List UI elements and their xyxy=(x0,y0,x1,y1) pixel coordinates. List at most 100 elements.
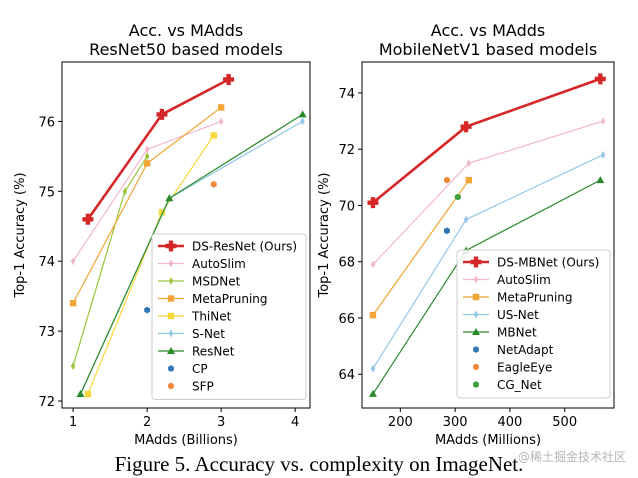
y-tick-label: 68 xyxy=(338,256,355,271)
data-point xyxy=(596,176,605,184)
x-axis-label: MAdds (Millions) xyxy=(435,433,541,448)
legend-marker xyxy=(168,259,174,268)
data-point xyxy=(165,194,174,202)
y-tick-label: 72 xyxy=(38,395,55,410)
y-tick-label: 66 xyxy=(338,312,355,327)
data-point xyxy=(444,227,450,235)
series-eagleeye xyxy=(444,176,450,184)
legend-marker xyxy=(470,256,482,268)
data-point xyxy=(223,73,235,85)
data-point xyxy=(368,389,377,397)
data-point xyxy=(70,362,76,371)
legend-marker xyxy=(473,310,479,319)
y-tick-label: 70 xyxy=(338,199,355,214)
legend-marker xyxy=(473,363,479,371)
data-point xyxy=(158,209,166,216)
data-point xyxy=(144,145,150,154)
legend-item: MSDNet xyxy=(158,275,241,289)
legend-marker xyxy=(167,295,175,302)
legend-label: ThiNet xyxy=(191,310,232,324)
data-point xyxy=(70,257,76,266)
series-line xyxy=(372,179,470,316)
series-ds-resnet-ours- xyxy=(82,73,235,225)
chart-title: Acc. vs MAdds xyxy=(129,21,243,40)
legend-marker xyxy=(168,277,174,285)
legend-label: MetaPruning xyxy=(192,292,268,306)
legend-marker xyxy=(167,312,175,320)
y-tick-label: 72 xyxy=(338,143,355,158)
legend-item: NetAdapt xyxy=(473,343,554,357)
legend-marker xyxy=(165,240,177,252)
y-axis-label: Top-1 Accuracy (%) xyxy=(13,172,28,298)
data-point xyxy=(143,160,151,167)
legend-label: SFP xyxy=(192,380,214,394)
legend-box xyxy=(456,249,611,399)
x-tick-label: 4 xyxy=(291,415,299,430)
series-metapruning xyxy=(69,104,225,307)
data-point xyxy=(69,299,77,307)
legend-label: MetaPruning xyxy=(497,291,573,305)
y-tick-label: 73 xyxy=(38,325,55,340)
series-cp xyxy=(144,306,151,314)
legend-item: US-Net xyxy=(463,308,539,322)
legend-label: US-Net xyxy=(497,308,539,322)
plot-frame xyxy=(361,61,615,409)
legend-label: CP xyxy=(192,362,208,376)
data-point xyxy=(463,215,469,224)
data-point xyxy=(210,132,217,139)
x-tick-label: 200 xyxy=(388,415,413,430)
x-tick-label: 500 xyxy=(552,415,577,430)
legend-item: MetaPruning xyxy=(158,292,268,306)
data-point xyxy=(210,180,217,188)
series-ds-mbnet-ours- xyxy=(367,73,606,209)
legend: DS-ResNet (Ours) AutoSlim MSDNet MetaPrunin… xyxy=(151,233,307,400)
series-metapruning xyxy=(369,176,473,319)
data-point xyxy=(594,73,606,85)
legend-marker xyxy=(473,275,479,284)
data-point xyxy=(300,117,305,126)
legend-label: AutoSlim xyxy=(497,273,551,287)
x-tick-label: 1 xyxy=(69,415,77,430)
legend-marker xyxy=(472,293,480,301)
data-point xyxy=(465,176,473,184)
x-tick-label: 2 xyxy=(143,415,151,430)
y-tick-label: 76 xyxy=(38,115,55,130)
legend-item: AutoSlim xyxy=(463,273,551,287)
legend-item: ThiNet xyxy=(158,310,232,324)
y-tick-label: 64 xyxy=(338,368,355,383)
series-line xyxy=(86,78,230,221)
series-line xyxy=(372,77,601,204)
legend-label: ResNet xyxy=(192,345,235,359)
legend-item: CG_Net xyxy=(473,378,542,392)
legend-item: S-Net xyxy=(158,327,225,341)
legend-label: AutoSlim xyxy=(192,257,246,271)
legend-marker xyxy=(167,347,175,354)
series-us-net xyxy=(370,150,606,373)
watermark: @稀土掘金技术社区 xyxy=(517,450,626,464)
series-autoslim xyxy=(70,117,224,266)
data-point xyxy=(444,176,450,184)
legend-label: MSDNet xyxy=(192,275,241,289)
legend-box xyxy=(151,233,307,400)
y-axis-label: Top-1 Accuracy (%) xyxy=(317,172,332,298)
plot-frame xyxy=(61,61,311,409)
legend-marker xyxy=(473,346,479,353)
series-line xyxy=(372,120,604,265)
data-point xyxy=(144,306,151,314)
chart-title: Acc. vs MAdds xyxy=(431,21,545,40)
legend-marker xyxy=(473,381,479,388)
legend-label: MBNet xyxy=(497,326,537,340)
legend-label: DS-ResNet (Ours) xyxy=(192,240,297,254)
series-cg-net xyxy=(454,193,461,201)
legend-item: EagleEye xyxy=(473,361,552,375)
legend-item: ResNet xyxy=(158,345,235,359)
x-tick-label: 300 xyxy=(443,415,468,430)
data-point xyxy=(218,117,224,126)
legend-item: CP xyxy=(168,362,208,376)
legend-marker xyxy=(168,382,174,390)
legend-label: S-Net xyxy=(192,327,225,341)
data-point xyxy=(369,311,377,319)
